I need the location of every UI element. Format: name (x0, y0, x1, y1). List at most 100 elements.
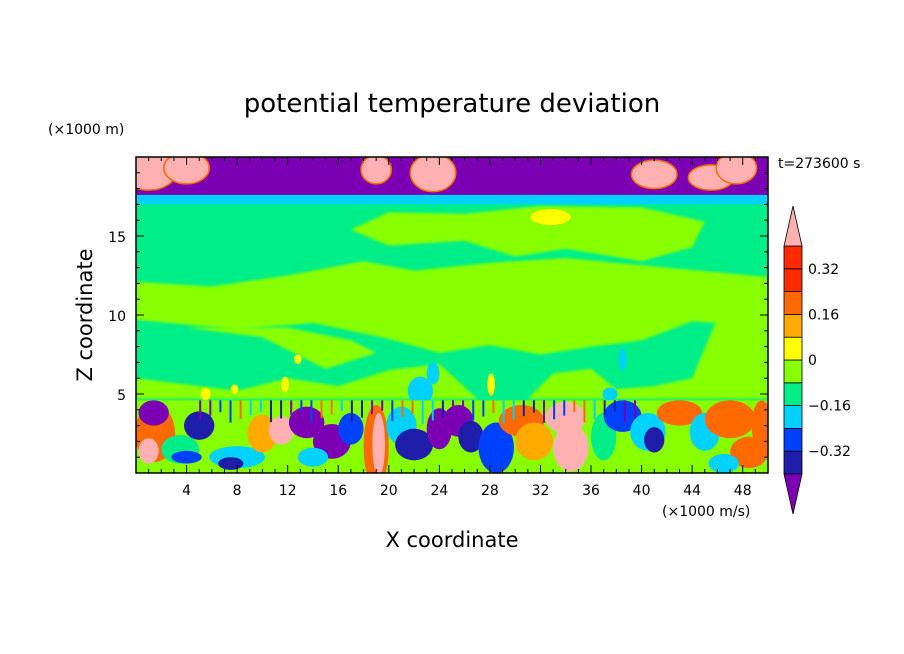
streak-178 (360, 400, 363, 418)
streak-226 (421, 400, 424, 425)
blob-high-4 (630, 159, 678, 190)
blob-low-15 (372, 412, 386, 473)
streak-146 (320, 400, 323, 419)
band-positive-3 (186, 327, 377, 369)
streak-218 (411, 400, 414, 414)
x-tick-label: 28 (481, 483, 499, 499)
streak-362 (593, 400, 596, 419)
streak-50 (199, 400, 202, 420)
chart-title: potential temperature deviation (244, 89, 660, 119)
streak-394 (634, 400, 637, 419)
blob-high-3 (409, 157, 457, 193)
patch-warm-4 (230, 384, 239, 395)
blob-low-23 (515, 422, 554, 461)
patch-warm-1 (281, 376, 289, 393)
patch-cool-3 (618, 348, 627, 371)
x-axis-title: X coordinate (385, 528, 518, 552)
x-tick-label: 24 (430, 483, 448, 499)
colorbar: 0.32 0.16 0 −0.16 −0.32 (783, 205, 851, 515)
colorbar-extend-top (783, 205, 803, 247)
x-tick-label: 40 (633, 483, 651, 499)
colorbar-box (783, 359, 803, 384)
streak-66 (219, 400, 222, 413)
blob-low-10 (288, 406, 325, 439)
band-positive-1 (136, 299, 768, 399)
blob-high-6 (715, 157, 758, 185)
streak-74 (229, 400, 232, 423)
streak-330 (553, 400, 556, 420)
streak-170 (350, 400, 353, 422)
colorbar-box (783, 313, 803, 338)
blob-low-35 (708, 454, 739, 473)
colorbar-label: 0.32 (808, 262, 839, 278)
streak-122 (290, 400, 293, 415)
blob-low-29 (644, 427, 665, 453)
patch-warm-5 (487, 373, 495, 396)
streak-386 (623, 400, 626, 423)
streak-250 (452, 400, 454, 414)
blob-low-25 (553, 424, 589, 472)
blob-low-4 (184, 411, 215, 440)
x-tick-label: 4 (182, 483, 191, 499)
blob-low-9 (268, 416, 294, 445)
streak-106 (269, 400, 272, 423)
colorbar-box (783, 382, 803, 406)
streak-234 (431, 400, 434, 421)
y-tick-label: 5 (117, 388, 126, 404)
x-tick-label: 8 (233, 483, 242, 499)
patch-cool-0 (407, 376, 434, 406)
streak-130 (300, 400, 303, 412)
patch-warm-0 (530, 209, 571, 225)
blob-low-21 (478, 422, 514, 473)
y-tick-labels: 5 10 15 (108, 230, 126, 404)
blob-low-20 (458, 420, 484, 453)
blob-low-17 (395, 428, 434, 461)
patch-warm-2 (294, 354, 302, 364)
streak-258 (462, 400, 465, 424)
blob-low-8 (247, 414, 278, 453)
streak-290 (502, 400, 505, 424)
band-positive-4 (603, 273, 768, 312)
y-axis-title: Z coordinate (73, 248, 97, 381)
blob-low-13 (338, 412, 364, 445)
x-tick-label: 48 (734, 483, 752, 499)
y-tick-label: 15 (108, 230, 126, 246)
band-positive-2 (350, 205, 705, 262)
y-tick-label: 10 (108, 309, 126, 325)
x-tick-label: 36 (582, 483, 600, 499)
streak-322 (543, 400, 546, 423)
blob-low-7 (218, 457, 244, 470)
streak-90 (249, 400, 252, 416)
colorbar-extend-bottom (783, 473, 803, 515)
streak-282 (492, 400, 495, 413)
colorbar-box (783, 336, 803, 361)
patch-cool-2 (602, 387, 618, 401)
x-tick-label: 20 (380, 483, 398, 499)
streak-378 (613, 400, 616, 412)
blob-low-32 (704, 400, 756, 439)
streak-266 (472, 400, 475, 421)
streak-298 (512, 400, 515, 420)
x-tick-label: 32 (532, 483, 550, 499)
x-tick-label: 44 (683, 483, 701, 499)
colorbar-box (783, 291, 803, 315)
streak-346 (573, 400, 576, 413)
colorbar-label: 0.16 (808, 307, 839, 323)
x-tick-label: 16 (329, 483, 347, 499)
band-tropopause (136, 194, 768, 205)
streak-82 (239, 400, 242, 419)
streak-114 (280, 400, 283, 419)
streak-58 (209, 400, 212, 416)
streak-138 (310, 400, 313, 422)
x-unit-label: (×1000 m/s) (662, 504, 750, 520)
x-tick-labels: 4 8 12 16 20 24 28 32 36 40 44 48 (182, 483, 752, 499)
blob-low-1 (138, 438, 159, 464)
colorbar-box (783, 450, 803, 475)
y-unit-label: (×1000 m) (48, 122, 124, 138)
colorbar-label: −0.16 (808, 399, 851, 415)
x-tick-label: 12 (279, 483, 297, 499)
blob-low-34 (751, 400, 768, 451)
colorbar-box (783, 427, 803, 452)
blob-low-12 (297, 447, 329, 467)
